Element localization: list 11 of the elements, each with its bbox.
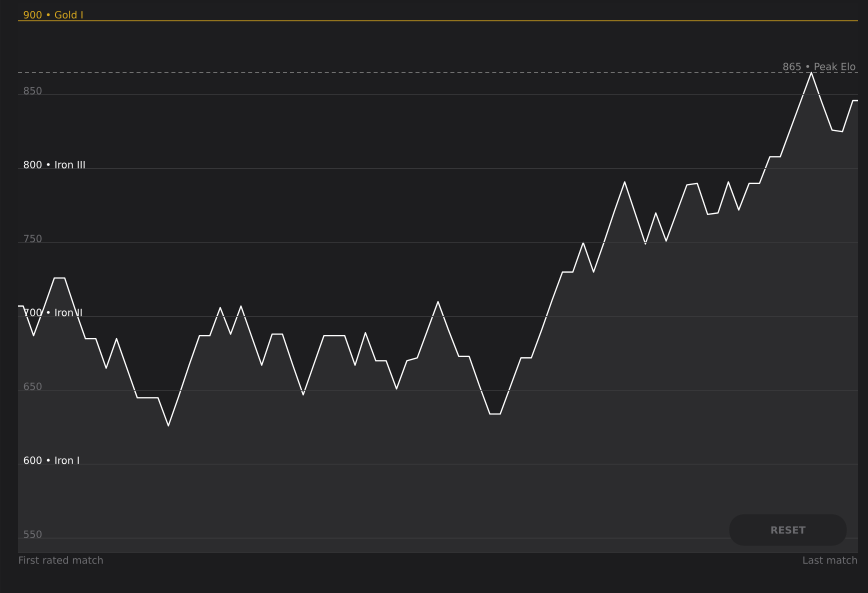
ref-line-label: 865 • Peak Elo [783,62,856,70]
y-tick-label: 750 [24,234,42,242]
y-tick-label: 550 [24,530,42,538]
y-tick-label: 800 • Iron III [24,160,85,168]
y-tick-label: 600 • Iron I [24,456,79,464]
y-tick-label: 650 [24,382,42,390]
text: Last match [803,556,857,564]
ref-line-label: 900 • Gold I [24,10,82,19]
y-tick-label: 850 [24,86,42,94]
annotation: RESET [771,526,806,534]
text: First rated match [19,556,103,564]
